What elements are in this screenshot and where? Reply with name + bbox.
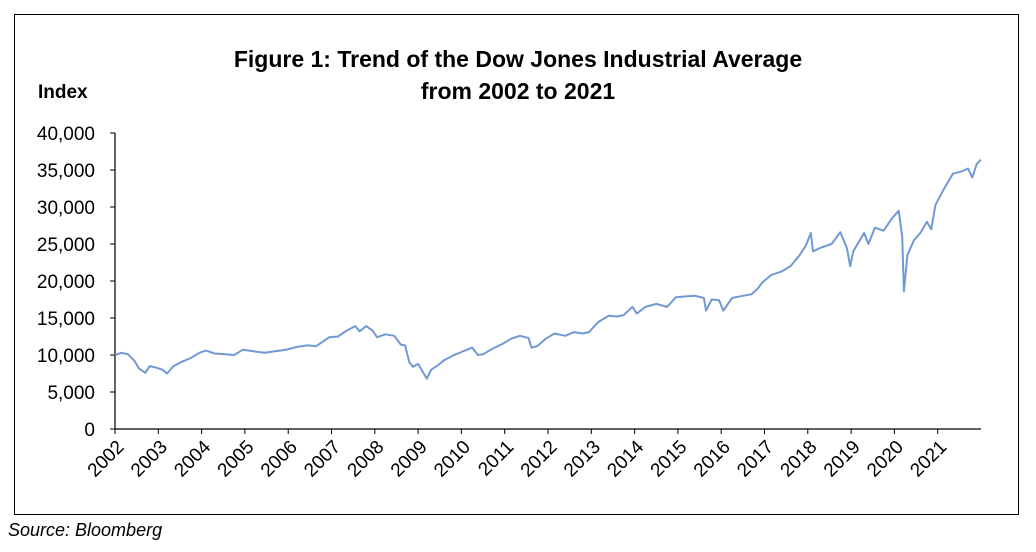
y-tick-label: 40,000 — [37, 124, 95, 145]
x-tick-label: 2010 — [430, 437, 475, 482]
x-tick-label: 2008 — [344, 437, 389, 482]
x-tick-label: 2019 — [820, 437, 865, 482]
y-tick-label: 25,000 — [37, 235, 95, 256]
series-line — [114, 158, 982, 380]
x-tick-label: 2007 — [300, 437, 345, 482]
y-tick-label: 10,000 — [37, 346, 95, 367]
x-tick-label: 2014 — [603, 436, 648, 481]
y-axis-label: Index — [38, 82, 88, 103]
x-tick-label: 2017 — [733, 437, 778, 482]
y-tick-label: 5,000 — [47, 383, 95, 404]
chart-title-line-1: Figure 1: Trend of the Dow Jones Industr… — [233, 46, 803, 72]
x-tick-label: 2005 — [214, 437, 259, 482]
x-tick-label: 2021 — [906, 437, 951, 482]
y-tick-label: 30,000 — [37, 198, 95, 219]
x-tick-label: 2020 — [863, 437, 908, 482]
x-tick-label: 2003 — [127, 437, 172, 482]
x-tick-label: 2006 — [257, 437, 302, 482]
figure-frame — [14, 14, 1019, 515]
x-tick-label: 2015 — [647, 437, 692, 482]
x-tick-label: 2011 — [474, 437, 518, 481]
x-tick-label: 2013 — [560, 437, 605, 482]
y-tick-label: 15,000 — [37, 309, 95, 330]
x-tick-label: 2018 — [777, 437, 822, 482]
chart-title-line-2: from 2002 to 2021 — [420, 78, 616, 104]
x-tick-label: 2004 — [170, 436, 215, 481]
x-tick-label: 2002 — [84, 437, 129, 482]
x-tick-label: 2012 — [517, 437, 562, 482]
x-tick-label: 2009 — [387, 437, 432, 482]
y-tick-label: 0 — [84, 420, 95, 441]
x-tick-label: 2016 — [690, 437, 735, 482]
source-note: Source: Bloomberg — [8, 520, 163, 540]
y-tick-label: 35,000 — [37, 161, 95, 182]
y-tick-label: 20,000 — [37, 272, 95, 293]
